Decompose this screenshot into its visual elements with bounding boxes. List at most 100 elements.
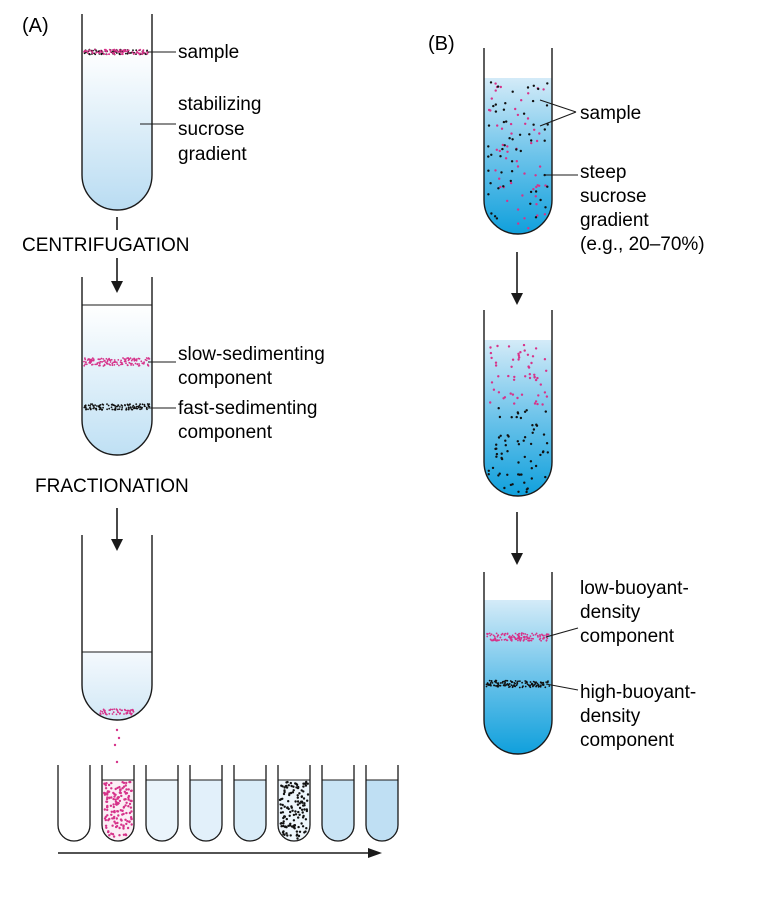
tube-b2 bbox=[484, 310, 552, 496]
fast-particle bbox=[149, 406, 151, 408]
collected-fast-particle bbox=[291, 825, 293, 827]
sample-particle-pink bbox=[544, 213, 546, 215]
bottom-particle bbox=[129, 712, 131, 714]
fast-particle bbox=[119, 406, 121, 408]
collected-slow-particle bbox=[113, 811, 115, 813]
sample-particle-pink bbox=[534, 174, 536, 176]
slow-particle bbox=[91, 359, 93, 361]
collected-slow-particle bbox=[125, 792, 127, 794]
sample-particle-black bbox=[532, 124, 534, 126]
low-density-particle bbox=[516, 397, 518, 399]
sample-particle-black bbox=[523, 113, 525, 115]
low-density-particle bbox=[510, 639, 512, 641]
bottom-particle bbox=[113, 708, 115, 710]
sample-particle-pink bbox=[530, 142, 532, 144]
low-density-particle bbox=[521, 394, 523, 396]
high-density-particle bbox=[526, 681, 528, 683]
sample-particle-black bbox=[544, 128, 546, 130]
sample-particle-pink bbox=[494, 169, 496, 171]
slow-particle bbox=[92, 364, 94, 366]
fractionation-label: FRACTIONATION bbox=[35, 476, 189, 497]
slow-particle bbox=[122, 357, 124, 359]
slow-particle bbox=[127, 357, 129, 359]
sample-particle bbox=[137, 52, 139, 54]
sample-particle-black bbox=[490, 154, 492, 156]
sample-particle-black bbox=[510, 180, 512, 182]
drip-drop bbox=[114, 744, 116, 746]
low-density-particle bbox=[524, 349, 526, 351]
collected-fast-particle bbox=[294, 810, 296, 812]
collected-fast-particle bbox=[305, 827, 307, 829]
low-density-particle bbox=[528, 640, 530, 642]
collected-fast-particle bbox=[289, 823, 291, 825]
low-density-particle bbox=[509, 635, 511, 637]
fast-particle bbox=[108, 408, 110, 410]
sample-particle-black bbox=[530, 139, 532, 141]
bottom-particle bbox=[130, 710, 132, 712]
collected-fast-particle bbox=[301, 809, 303, 811]
low-density-particle bbox=[532, 638, 534, 640]
low-density-particle bbox=[495, 364, 497, 366]
low-density-particle bbox=[491, 381, 493, 383]
slow-particle bbox=[135, 363, 137, 365]
collected-fast-particle bbox=[298, 814, 300, 816]
low-density-particle bbox=[513, 379, 515, 381]
bottom-particle bbox=[108, 713, 110, 715]
collected-slow-particle bbox=[131, 790, 133, 792]
collected-fast-particle bbox=[290, 805, 292, 807]
high-density-particle bbox=[533, 681, 535, 683]
high-density-particle bbox=[486, 686, 488, 688]
high-density-particle bbox=[530, 443, 532, 445]
collected-slow-particle bbox=[117, 810, 119, 812]
collected-fast-particle bbox=[302, 804, 304, 806]
low-density-particle bbox=[507, 639, 509, 641]
sample-particle-pink bbox=[496, 149, 498, 151]
fast-particle bbox=[146, 407, 148, 409]
collected-slow-particle bbox=[128, 788, 130, 790]
collected-slow-particle bbox=[105, 782, 107, 784]
collected-slow-particle bbox=[125, 782, 127, 784]
low-density-particle bbox=[525, 638, 527, 640]
collected-fast-particle bbox=[286, 806, 288, 808]
fast-particle bbox=[139, 408, 141, 410]
low-density-particle bbox=[519, 351, 521, 353]
high-density-particle bbox=[497, 682, 499, 684]
low-density-particle bbox=[534, 402, 536, 404]
high-density-particle bbox=[519, 474, 521, 476]
fast-particle bbox=[87, 408, 89, 410]
low-density-particle bbox=[523, 639, 525, 641]
sample-particle-black bbox=[487, 193, 489, 195]
collected-fast-particle bbox=[292, 791, 294, 793]
bottom-particle bbox=[116, 708, 118, 710]
sample-particle bbox=[109, 49, 111, 51]
collected-fast-particle bbox=[297, 816, 299, 818]
high-density-particle bbox=[530, 460, 532, 462]
sample-particle-pink bbox=[520, 99, 522, 101]
low-density-particle bbox=[495, 362, 497, 364]
stabilizing-gradient-label: stabilizing sucrose gradient bbox=[178, 94, 267, 165]
tube-b3 bbox=[484, 572, 552, 754]
low-density-particle bbox=[535, 379, 537, 381]
fast-particle bbox=[138, 407, 140, 409]
low-density-particle bbox=[504, 633, 506, 635]
slow-particle bbox=[132, 358, 134, 360]
high-density-particle bbox=[506, 450, 508, 452]
sample-particle bbox=[87, 50, 89, 52]
tube-a2 bbox=[82, 277, 152, 455]
slow-particle bbox=[116, 363, 118, 365]
sample-particle-pink bbox=[496, 124, 498, 126]
low-density-particle bbox=[490, 357, 492, 359]
collected-slow-particle bbox=[129, 803, 131, 805]
bottom-particle bbox=[102, 713, 104, 715]
sample-particle bbox=[128, 52, 130, 54]
collection-tube-outline bbox=[58, 765, 90, 841]
panel-b-tag: (B) bbox=[428, 33, 455, 55]
collected-slow-particle bbox=[110, 787, 112, 789]
fast-particle bbox=[139, 403, 141, 405]
collected-fast-particle bbox=[280, 807, 282, 809]
sample-particle-black bbox=[520, 150, 522, 152]
high-density-particle bbox=[511, 684, 513, 686]
high-density-particle bbox=[509, 683, 511, 685]
fast-particle bbox=[136, 408, 138, 410]
